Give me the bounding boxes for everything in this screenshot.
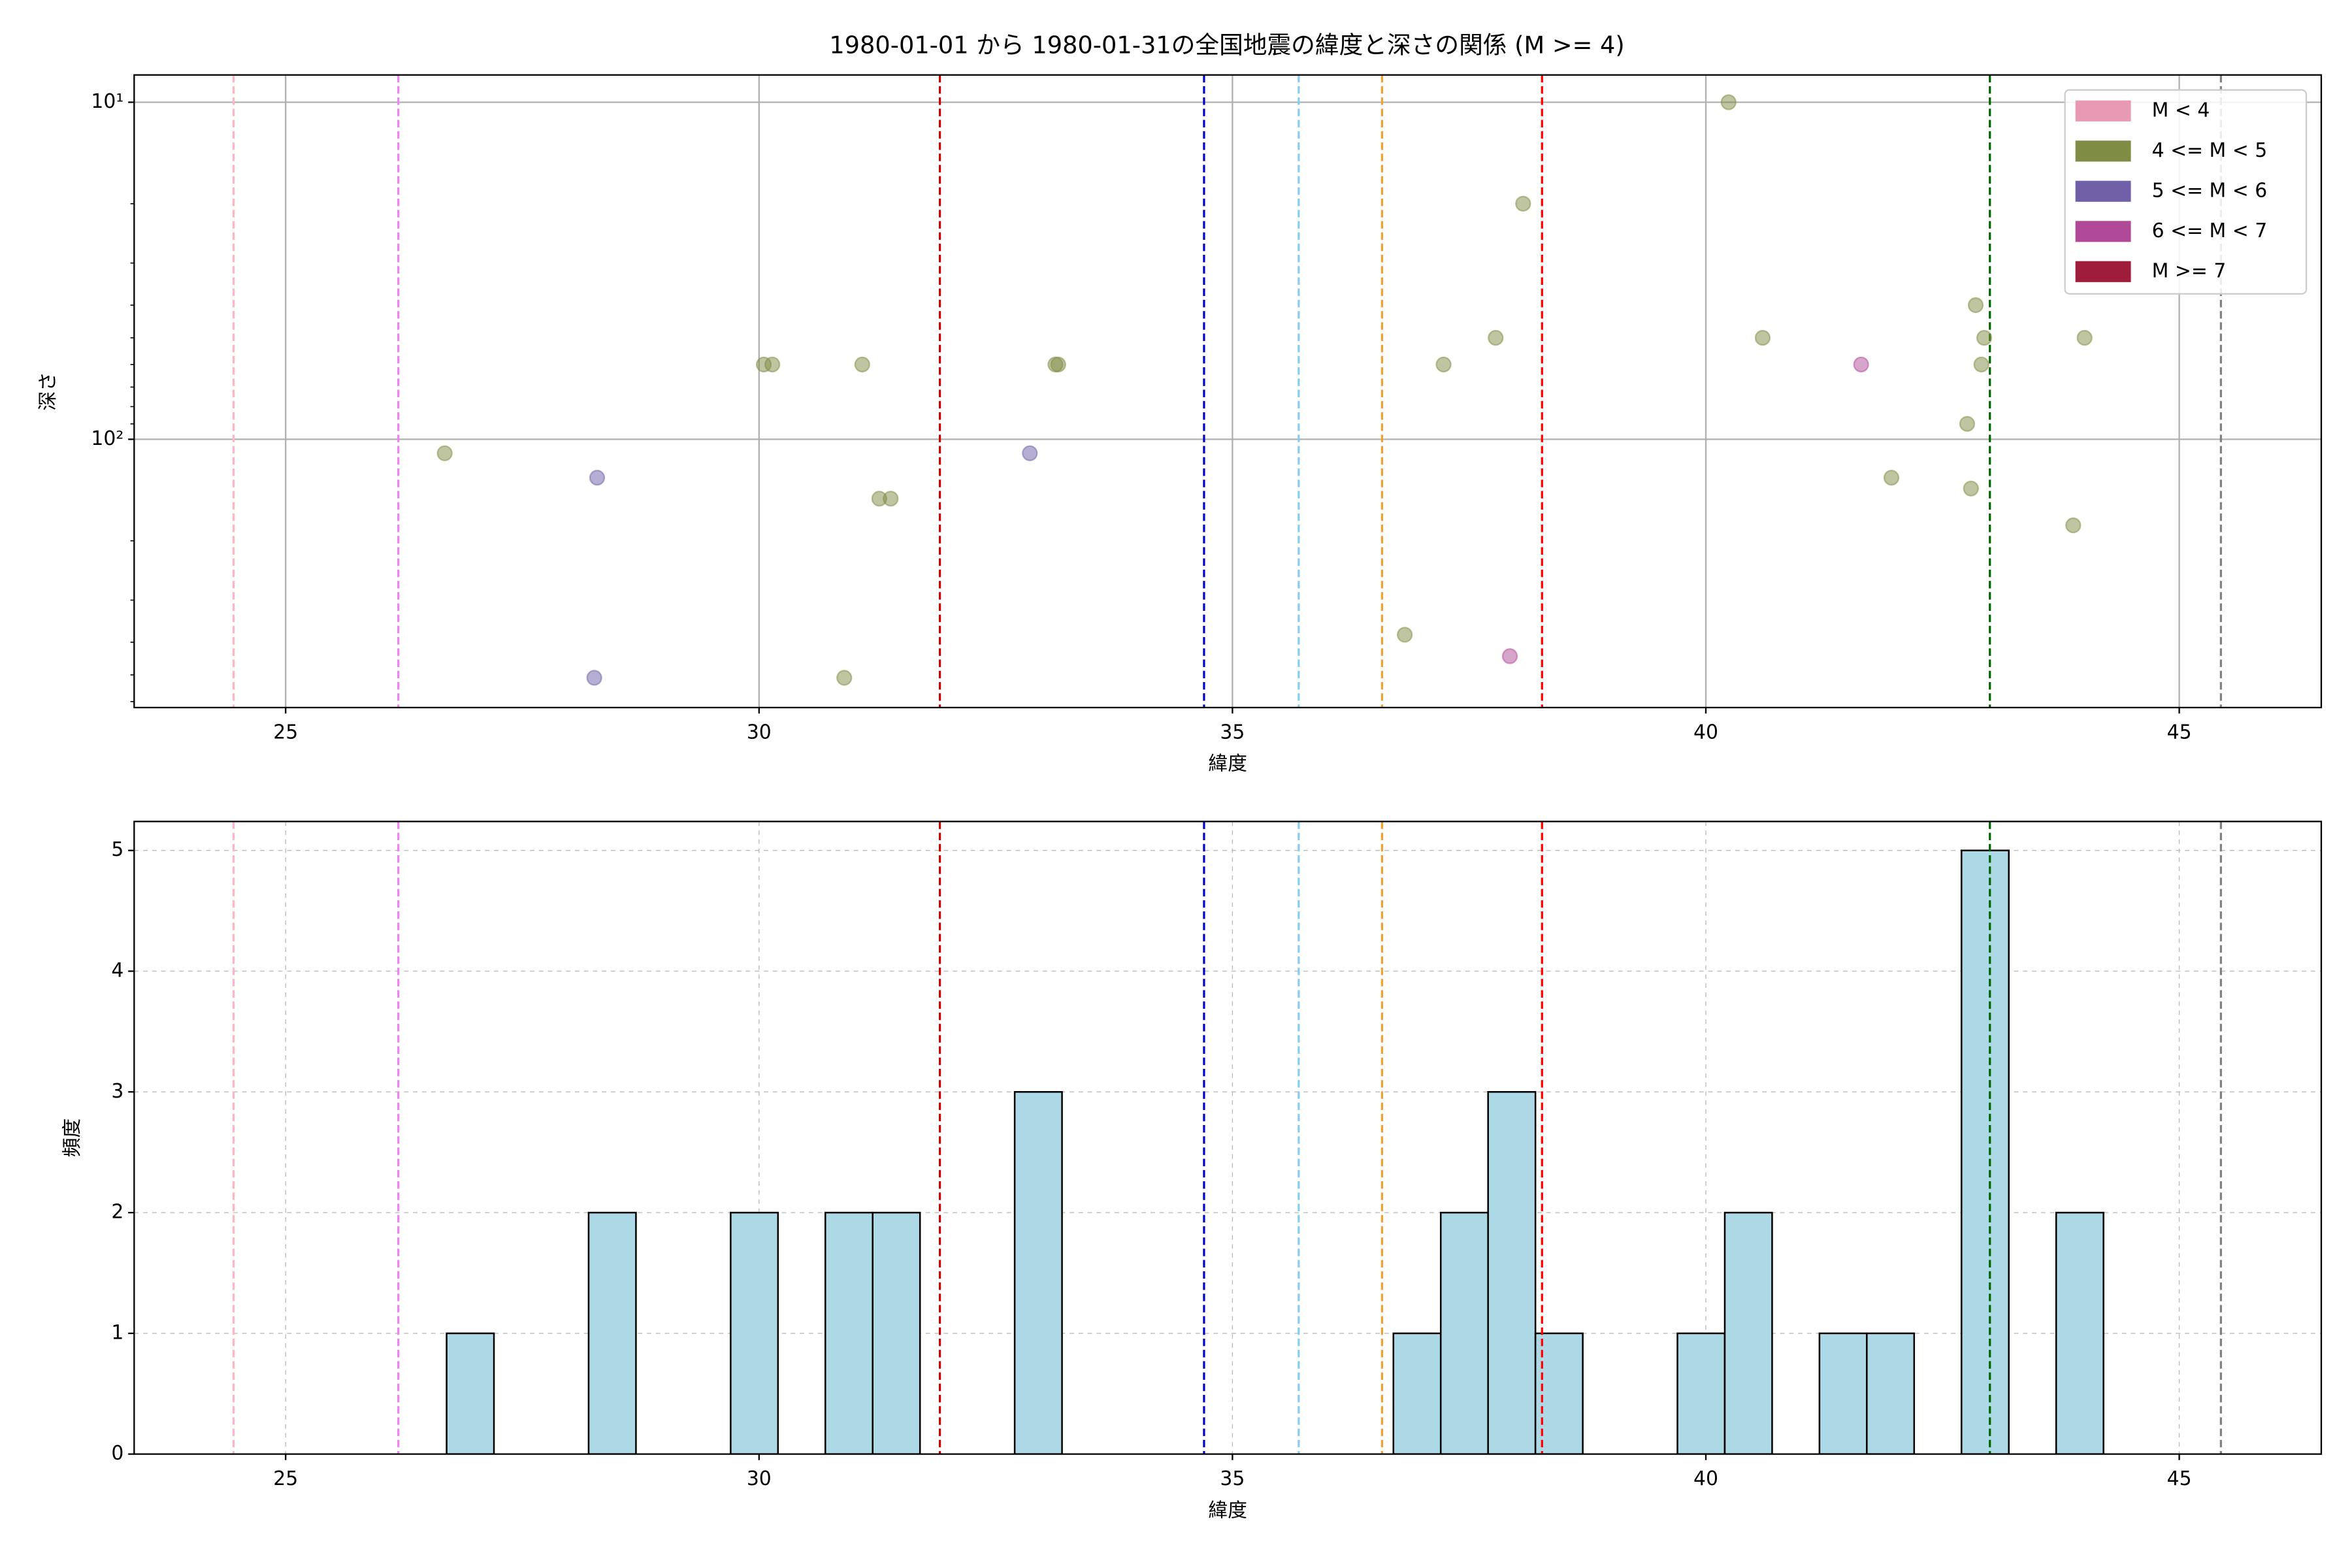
x-axis-label: 緯度: [1208, 1499, 1247, 1522]
bar: [587, 1211, 637, 1454]
chart-title: 1980-01-01 から 1980-01-31の全国地震の緯度と深さの関係 (…: [829, 31, 1624, 59]
point: [1976, 329, 1993, 346]
point: [1488, 329, 1504, 346]
x-tick-label: 25: [273, 721, 298, 743]
point: [2076, 329, 2093, 346]
plot-area: [134, 74, 2321, 708]
y-tick-label: 4: [111, 959, 123, 982]
x-tick-label: 35: [1220, 1467, 1245, 1490]
point: [1435, 356, 1452, 373]
point: [854, 356, 870, 373]
point: [1515, 195, 1531, 212]
point: [1967, 297, 1984, 314]
point: [1050, 356, 1066, 373]
y-tick-label: 1: [111, 1321, 123, 1344]
bar: [1487, 1091, 1537, 1454]
point: [1853, 356, 1869, 373]
point: [1959, 416, 1976, 432]
plot-area: [134, 821, 2321, 1454]
axes-frame: [133, 74, 2323, 709]
x-tick-label: 35: [1220, 721, 1245, 743]
legend-label: M < 4: [2152, 99, 2210, 122]
y-tick-label: 5: [111, 838, 123, 861]
legend-swatch: [2075, 180, 2131, 202]
point: [436, 445, 453, 461]
x-tick-label: 40: [1693, 721, 1718, 743]
legend-swatch: [2075, 261, 2131, 282]
y-axis-label: 頻度: [61, 1119, 84, 1158]
point: [2065, 517, 2082, 534]
legend-label: 4 <= M < 5: [2152, 139, 2268, 162]
point: [1022, 445, 1038, 461]
bar: [446, 1332, 495, 1454]
legend-label: M >= 7: [2152, 259, 2227, 282]
point: [1963, 480, 1979, 497]
point: [1720, 94, 1737, 110]
point: [883, 491, 899, 507]
x-tick-label: 45: [2167, 1467, 2192, 1490]
point: [1754, 329, 1771, 346]
point: [1501, 648, 1518, 664]
x-axis-label: 緯度: [1208, 753, 1247, 776]
x-tick-label: 30: [747, 721, 772, 743]
bar: [1866, 1332, 1916, 1454]
bar: [2055, 1211, 2104, 1454]
legend-swatch: [2075, 140, 2131, 162]
legend-label: 6 <= M < 7: [2152, 220, 2268, 242]
bar: [872, 1211, 921, 1454]
legend-swatch: [2075, 221, 2131, 242]
bar: [730, 1211, 779, 1454]
x-tick-label: 40: [1693, 1467, 1718, 1490]
y-tick-label: 10¹: [91, 90, 123, 113]
x-tick-label: 45: [2167, 721, 2192, 743]
bar: [1676, 1332, 1726, 1454]
x-tick-label: 30: [747, 1467, 772, 1490]
point: [586, 670, 602, 686]
y-tick-label: 0: [111, 1442, 123, 1465]
axes-frame: [133, 821, 2323, 1455]
bar: [1961, 849, 2010, 1454]
point: [1973, 356, 1989, 373]
bar: [824, 1211, 874, 1454]
y-tick-label: 2: [111, 1201, 123, 1224]
point: [1883, 470, 1900, 486]
legend-label: 5 <= M < 6: [2152, 179, 2268, 202]
bar: [1723, 1211, 1773, 1454]
legend-swatch: [2075, 100, 2131, 122]
bar: [1392, 1332, 1442, 1454]
bar: [1013, 1091, 1063, 1454]
point: [1396, 627, 1413, 643]
y-tick-label: 10²: [91, 427, 123, 450]
x-tick-label: 25: [273, 1467, 298, 1490]
y-axis-label: 深さ: [37, 372, 59, 411]
point: [764, 356, 781, 373]
bar: [1818, 1332, 1868, 1454]
y-tick-label: 3: [111, 1080, 123, 1103]
point: [836, 670, 853, 686]
point: [589, 470, 606, 486]
bar: [1439, 1211, 1489, 1454]
